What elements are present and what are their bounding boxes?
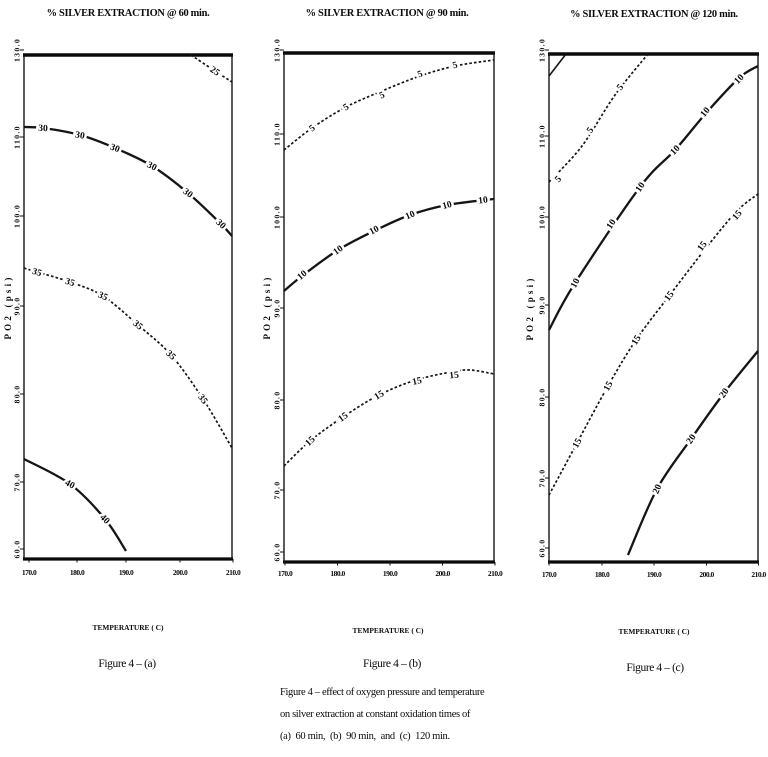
svg-text:TEMPERATURE ( C): TEMPERATURE ( C) (93, 623, 164, 632)
svg-text:70.0: 70.0 (273, 481, 282, 500)
svg-text:PO2 (psi): PO2 (psi) (262, 274, 272, 339)
svg-text:10: 10 (478, 195, 489, 206)
svg-text:on silver extraction at consta: on silver extraction at constant oxidati… (280, 709, 471, 720)
svg-text:PO2 (psi): PO2 (psi) (525, 275, 535, 340)
svg-text:TEMPERATURE ( C): TEMPERATURE ( C) (353, 626, 424, 635)
svg-text:110.0: 110.0 (273, 122, 282, 146)
svg-text:Figure 4 – (a): Figure 4 – (a) (98, 658, 156, 670)
svg-text:130.0: 130.0 (273, 38, 282, 62)
svg-text:Figure 4 – (b): Figure 4 – (b) (363, 658, 422, 670)
svg-text:80.0: 80.0 (273, 391, 282, 410)
svg-text:200.0: 200.0 (435, 569, 450, 578)
svg-text:% SILVER EXTRACTION @ 120 min.: % SILVER EXTRACTION @ 120 min. (570, 9, 738, 20)
svg-text:60.0: 60.0 (538, 539, 547, 558)
svg-text:80.0: 80.0 (538, 388, 547, 407)
svg-text:200.0: 200.0 (699, 570, 714, 579)
svg-text:60.0: 60.0 (273, 543, 282, 562)
svg-text:110.0: 110.0 (538, 124, 547, 148)
svg-text:100.0: 100.0 (538, 205, 547, 229)
svg-text:(a) 60 min, (b) 90 min, and (c: (a) 60 min, (b) 90 min, and (c) 120 min. (280, 731, 450, 742)
svg-text:110.0: 110.0 (13, 125, 22, 149)
svg-text:200.0: 200.0 (173, 568, 188, 577)
svg-text:% SILVER EXTRACTION @ 60 min.: % SILVER EXTRACTION @ 60 min. (47, 8, 211, 19)
svg-text:100.0: 100.0 (273, 205, 282, 229)
svg-text:170.0: 170.0 (278, 569, 293, 578)
svg-text:15: 15 (449, 370, 460, 381)
svg-text:210.0: 210.0 (488, 569, 503, 578)
svg-text:170.0: 170.0 (542, 570, 557, 579)
svg-text:210.0: 210.0 (751, 570, 766, 579)
svg-text:PO2 (psi): PO2 (psi) (3, 274, 13, 339)
svg-text:% SILVER EXTRACTION @ 90 min.: % SILVER EXTRACTION @ 90 min. (306, 8, 470, 19)
svg-text:130.0: 130.0 (538, 38, 547, 62)
svg-text:170.0: 170.0 (22, 568, 37, 577)
svg-text:210.0: 210.0 (226, 568, 241, 577)
svg-text:Figure 4 – effect of oxygen pr: Figure 4 – effect of oxygen pressure and… (280, 687, 485, 698)
svg-text:70.0: 70.0 (13, 473, 22, 492)
svg-text:190.0: 190.0 (647, 570, 662, 579)
svg-text:180.0: 180.0 (70, 568, 85, 577)
svg-text:90.0: 90.0 (538, 296, 547, 315)
svg-text:90.0: 90.0 (273, 299, 282, 318)
svg-text:TEMPERATURE ( C): TEMPERATURE ( C) (619, 627, 690, 636)
svg-text:180.0: 180.0 (595, 570, 610, 579)
svg-text:190.0: 190.0 (383, 569, 398, 578)
svg-text:Figure 4 – (c): Figure 4 – (c) (626, 662, 684, 674)
svg-text:60.0: 60.0 (13, 540, 22, 559)
svg-text:30: 30 (38, 124, 48, 134)
svg-text:180.0: 180.0 (330, 569, 345, 578)
svg-text:130.0: 130.0 (13, 38, 22, 62)
svg-text:70.0: 70.0 (538, 469, 547, 488)
svg-text:100.0: 100.0 (13, 204, 22, 228)
svg-text:90.0: 90.0 (13, 297, 22, 316)
svg-text:80.0: 80.0 (13, 385, 22, 404)
svg-text:190.0: 190.0 (119, 568, 134, 577)
